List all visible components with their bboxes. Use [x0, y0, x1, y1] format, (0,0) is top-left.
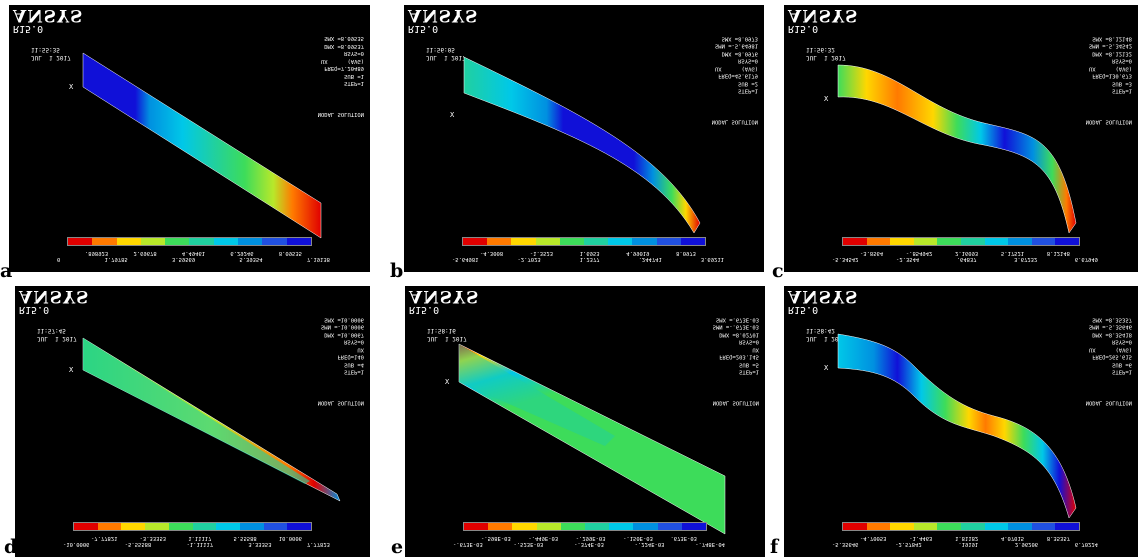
tick: -10.0006	[63, 541, 90, 547]
tick: -1.4463	[909, 535, 933, 541]
tick: -.449E-03	[528, 535, 559, 541]
tick: 1.81182	[955, 535, 979, 541]
tick: -2.7023	[517, 256, 541, 262]
legend-ticks: -5.34542 -2.3544 .64837 3.67232 6.67949 -3.8…	[832, 248, 1098, 262]
tick: -5.35646	[832, 541, 859, 547]
legend-ticks: -5.35646 -2.57842 .19191 2.96206 6.70224 -4.…	[832, 533, 1098, 547]
tick: -2.3544	[896, 256, 920, 262]
beam-mode-shape: X	[824, 64, 1077, 234]
tick: -.673E-03	[453, 541, 483, 547]
tick: 1.11117	[188, 535, 212, 541]
tick: -5.55588	[124, 541, 152, 547]
color-legend	[463, 522, 707, 531]
color-legend	[73, 522, 312, 531]
tick: 6.70224	[1074, 541, 1098, 547]
tick: .898923	[85, 250, 109, 256]
tick: 3.33353	[248, 541, 272, 547]
tick: -5.34542	[832, 256, 859, 262]
tick: -.374E-03	[574, 541, 604, 547]
tick: -.299E-03	[575, 535, 606, 541]
beam-mode-shape: X	[69, 52, 322, 239]
tick: -4.70053	[860, 535, 887, 541]
panel-c: ANSYS R15.0 JUL 1 2017 11:56:32 NODAL SO…	[784, 5, 1138, 272]
beam-mode-shape: X	[445, 343, 726, 535]
panel-label-d: d	[4, 536, 18, 558]
tick: 10.0006	[278, 535, 302, 541]
tick: .244741	[638, 256, 662, 262]
tick: -7.77821	[91, 535, 118, 541]
svg-text:X: X	[445, 378, 450, 386]
svg-text:X: X	[824, 364, 829, 372]
tick: .673E-03	[670, 535, 698, 541]
tick: .19191	[958, 541, 979, 547]
color-legend	[842, 237, 1080, 246]
tick: 8.35357	[1046, 535, 1070, 541]
tick: 4.49461	[181, 250, 206, 256]
panel-label-a: a	[0, 260, 13, 282]
legend-ticks: -.673E-03 -.523E-03 -.374E-03 -.224E-03 -.74…	[453, 533, 725, 547]
tick: 4.07015	[1000, 535, 1025, 541]
tick: -5.64981	[452, 256, 479, 262]
tick: 8.0973	[676, 250, 696, 256]
tick: 4.99019	[626, 250, 650, 256]
tick: 1.79785	[104, 256, 128, 262]
beam-mode-shape: X	[450, 56, 701, 234]
color-legend	[67, 237, 312, 246]
svg-text:X: X	[69, 83, 74, 91]
panel-label-f: f	[770, 536, 779, 558]
panel-label-b: b	[390, 260, 404, 282]
tick: 2.16093	[955, 250, 979, 256]
tick: 7.19138	[306, 256, 330, 262]
tick: 8.09535	[278, 250, 302, 256]
tick: -3.8564	[860, 250, 884, 256]
color-legend	[842, 522, 1080, 531]
tick: -1.3523	[529, 250, 554, 256]
tick: -3.33353	[139, 535, 167, 541]
tick: 8.12148	[1046, 250, 1070, 256]
panel-f: ANSYS R15.0 JUL 1 2017 11:58:42 NODAL SO…	[784, 286, 1138, 557]
tick: -.150E-03	[623, 535, 653, 541]
panel-a: ANSYS R15.0 JUL 1 2017 11:55:35 NODAL SO…	[9, 5, 370, 272]
tick: 7.77823	[306, 541, 330, 547]
legend-ticks: -5.64981 -2.7023 1.2377 .244741 3.69211 -4.3…	[452, 248, 724, 262]
tick: -1.11117	[186, 541, 214, 547]
color-legend	[462, 237, 706, 246]
tick: 5.17521	[1000, 250, 1025, 256]
panel-e: ANSYS R15.0 JUL 1 2017 11:58:16 NODAL SO…	[405, 286, 765, 557]
tick: 3.69211	[700, 256, 724, 262]
tick: 1.2377	[579, 256, 600, 262]
tick: 5.55588	[233, 535, 257, 541]
beam-mode-shape: X	[824, 333, 1077, 519]
tick: 6.29246	[230, 250, 254, 256]
tick: -.523E-03	[513, 541, 544, 547]
tick: 0	[57, 256, 61, 262]
tick: -2.57842	[895, 541, 922, 547]
tick: 5.39354	[239, 256, 263, 262]
tick: -.224E-03	[634, 541, 665, 547]
tick: 6.67949	[1074, 256, 1098, 262]
tick: .64837	[956, 256, 977, 262]
tick: 3.59569	[171, 256, 196, 262]
tick: 2.69678	[133, 250, 157, 256]
legend-ticks: -10.0006 -5.55588 -1.11117 3.33353 7.77823 -…	[63, 533, 330, 547]
panel-b: ANSYS R15.0 JUL 1 2017 11:56:05 NODAL SO…	[404, 5, 764, 272]
tick: -.748E-04	[695, 541, 725, 547]
panel-d: ANSYS R15.0 JUL 1 2017 11:57:45 NODAL SO…	[15, 286, 370, 557]
beam-mode-shape: X	[69, 337, 341, 502]
svg-text:X: X	[69, 366, 74, 374]
svg-text:X: X	[824, 95, 829, 103]
panel-label-e: e	[391, 536, 404, 558]
svg-text:X: X	[450, 111, 455, 119]
tick: 3.67232	[1014, 256, 1038, 262]
tick: -.598E-03	[481, 535, 511, 541]
tick: -.854942	[905, 250, 933, 256]
tick: 1.6953	[579, 250, 600, 256]
legend-ticks: 0 1.79785 3.59569 5.39354 7.19138 .898923 2.6…	[57, 248, 330, 262]
tick: -4.3008	[480, 250, 504, 256]
tick: 2.96206	[1014, 541, 1039, 547]
panel-label-c: c	[772, 260, 784, 282]
